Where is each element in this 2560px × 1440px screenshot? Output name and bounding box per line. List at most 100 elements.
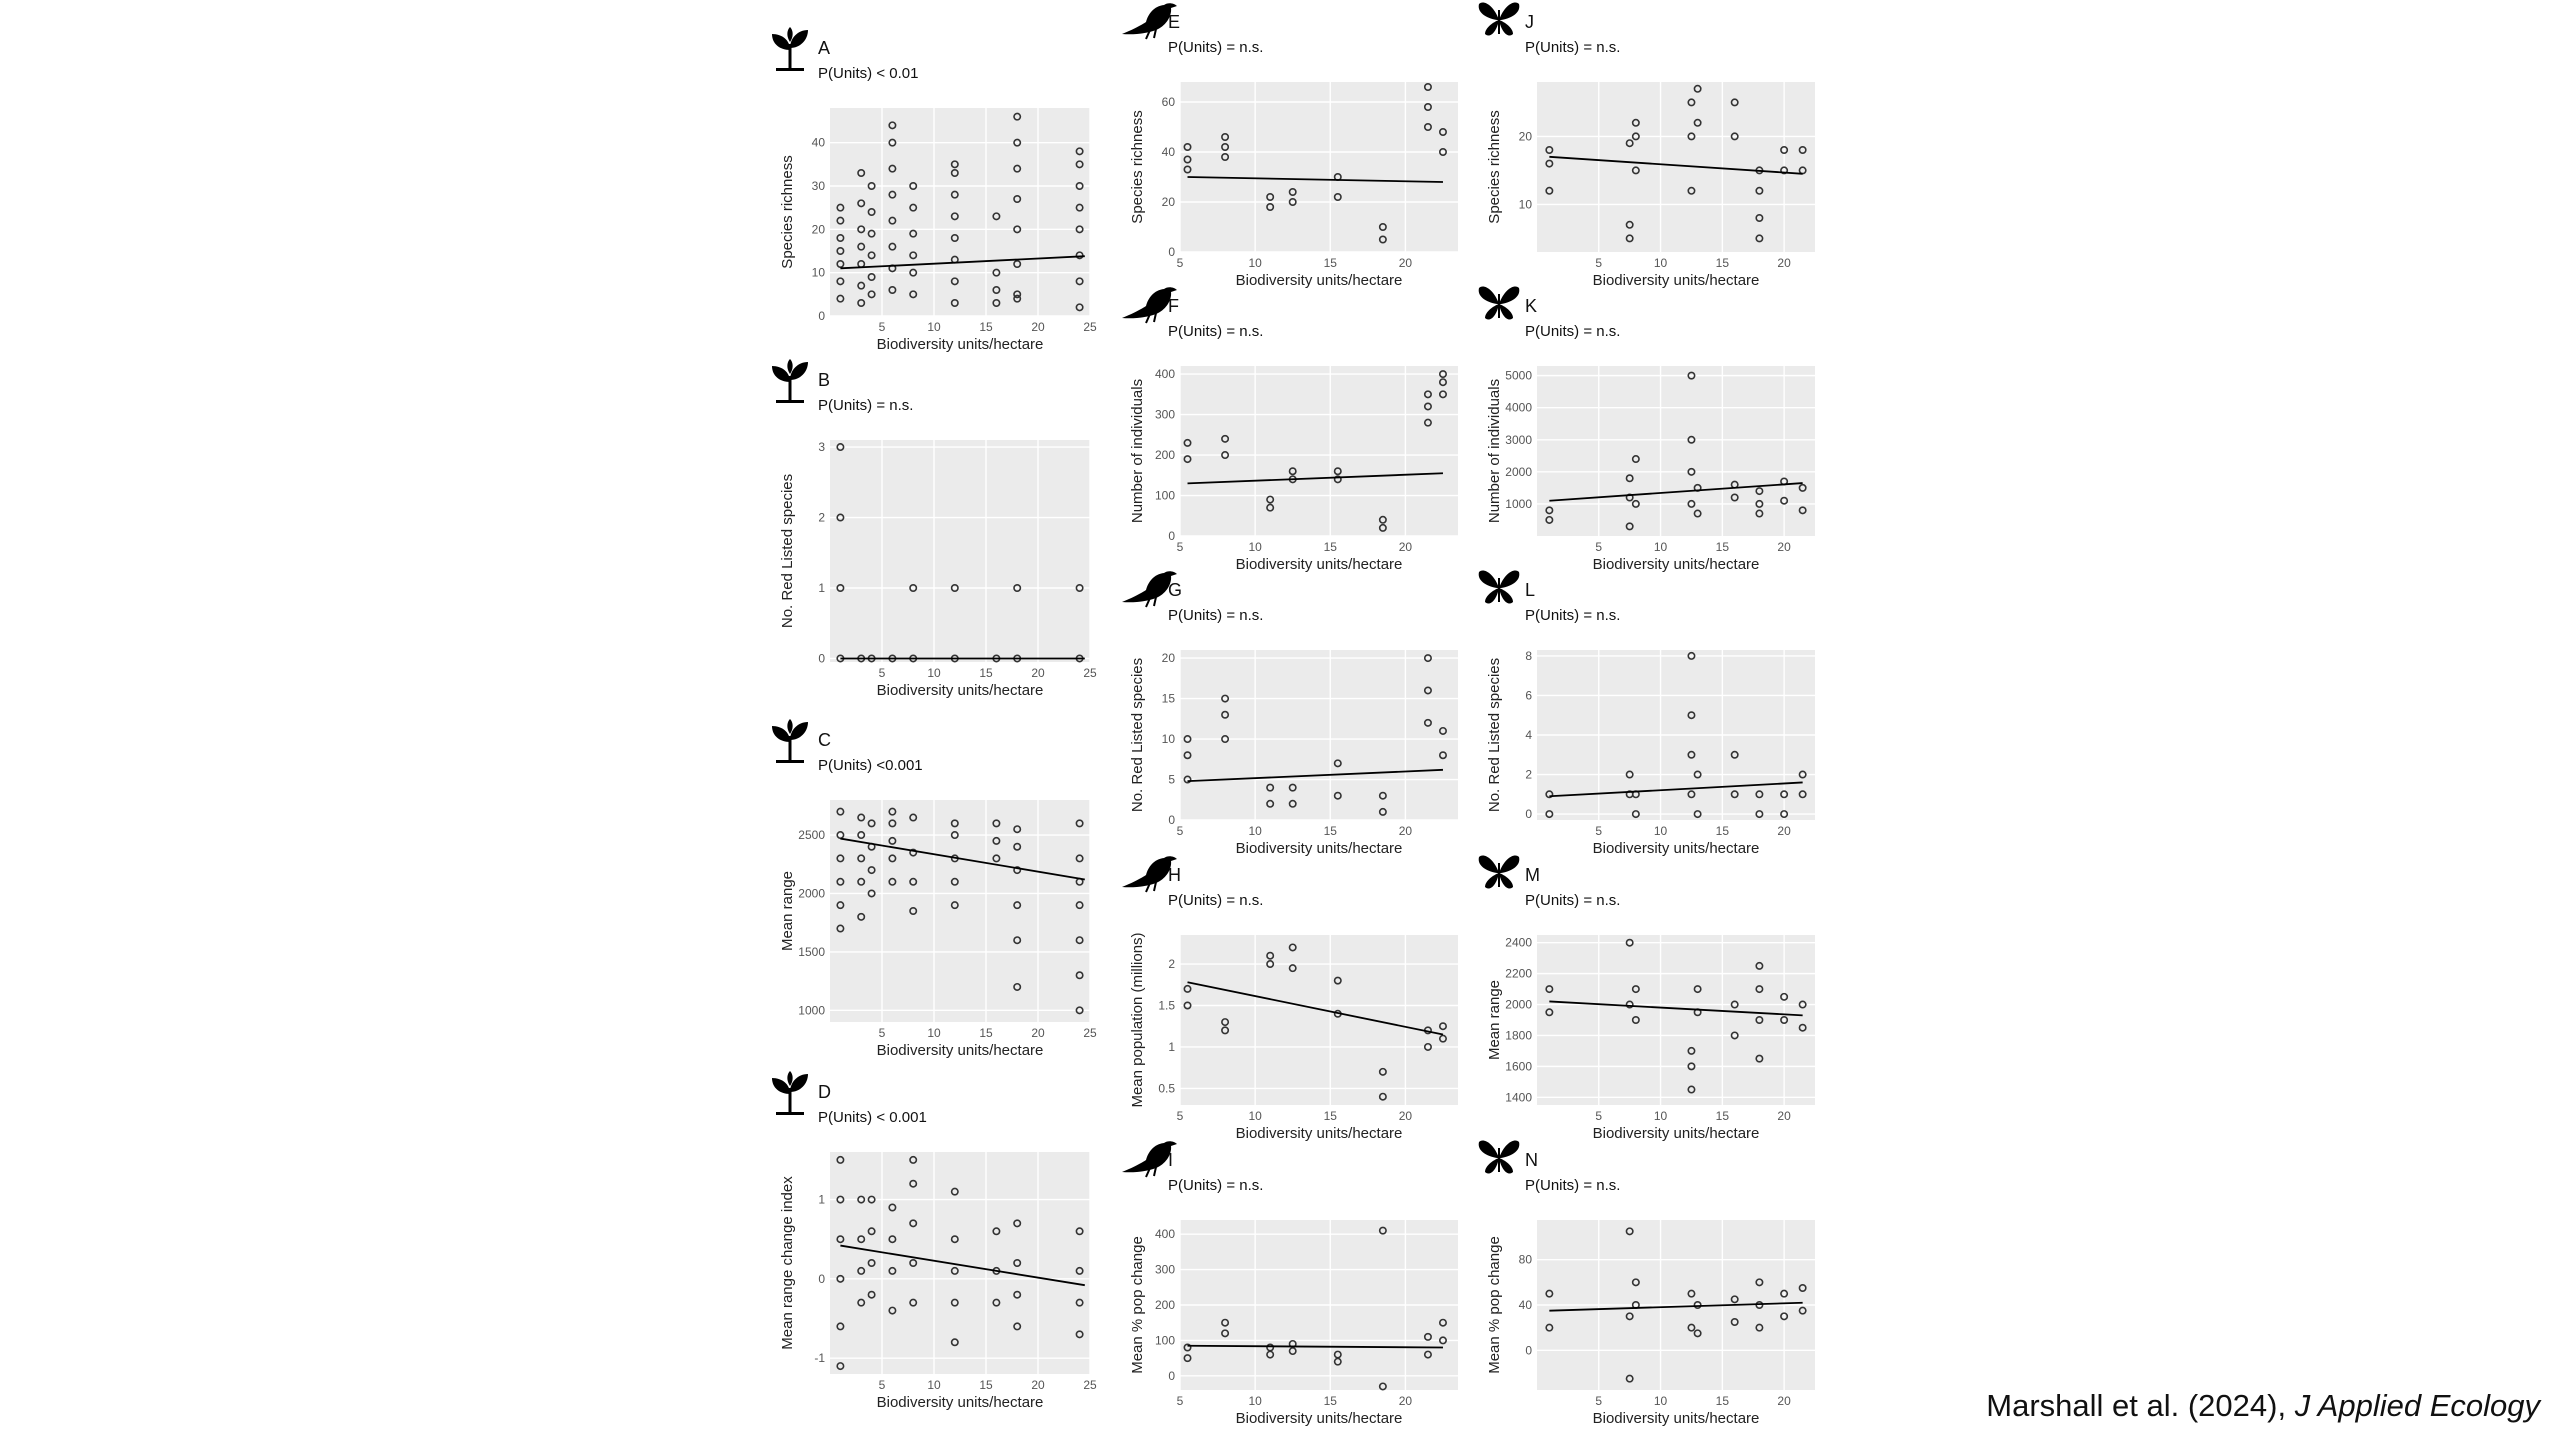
data-point bbox=[1423, 686, 1432, 695]
data-point bbox=[1780, 1289, 1789, 1298]
panel-c: 5 10 15 20 25 1000 1500 2000 2500 Biodiversity un… bbox=[770, 718, 1097, 1059]
x-axis-label: Biodiversity units/hectare bbox=[1236, 272, 1403, 289]
data-point bbox=[909, 1179, 918, 1188]
data-point bbox=[1075, 303, 1084, 312]
x-tick-label: 10 bbox=[1248, 1109, 1262, 1123]
x-tick-label: 20 bbox=[1399, 1109, 1413, 1123]
data-point bbox=[1423, 103, 1432, 112]
data-point bbox=[1221, 694, 1230, 703]
data-point bbox=[1438, 726, 1447, 735]
stat-annotation: P(Units) = n.s. bbox=[1525, 39, 1620, 56]
butterfly-icon bbox=[1478, 570, 1520, 604]
data-point bbox=[1075, 936, 1084, 945]
data-point bbox=[857, 912, 866, 921]
y-tick-label: 40 bbox=[812, 136, 826, 150]
data-point bbox=[867, 1259, 876, 1268]
panel-letter: E bbox=[1168, 12, 1180, 32]
data-point bbox=[1687, 1085, 1696, 1094]
data-point bbox=[1333, 475, 1342, 484]
data-point bbox=[1221, 434, 1230, 443]
data-point bbox=[1423, 1350, 1432, 1359]
data-point bbox=[909, 229, 918, 238]
x-tick-label: 5 bbox=[1177, 824, 1184, 838]
data-point bbox=[1266, 203, 1275, 212]
x-tick-label: 10 bbox=[1248, 824, 1262, 838]
plant-icon bbox=[770, 26, 810, 72]
data-point bbox=[888, 877, 897, 886]
data-point bbox=[1625, 522, 1634, 531]
data-point bbox=[1221, 143, 1230, 152]
panel-letter: A bbox=[818, 38, 830, 58]
data-point bbox=[909, 1219, 918, 1228]
x-tick-label: 15 bbox=[1324, 256, 1338, 270]
stat-annotation: P(Units) < 0.01 bbox=[818, 65, 918, 82]
data-point bbox=[1438, 1336, 1447, 1345]
data-point bbox=[1625, 938, 1634, 947]
plot-background bbox=[1537, 82, 1815, 252]
y-tick-label: 3000 bbox=[1505, 433, 1532, 447]
data-point bbox=[1631, 118, 1640, 127]
data-point bbox=[867, 251, 876, 260]
y-axis-label: Species richness bbox=[1129, 110, 1146, 223]
x-tick-label: 15 bbox=[979, 320, 993, 334]
panel-m: 5 10 15 20 1400 1600 1800 2000 2200 2400 Biodivers… bbox=[1478, 855, 1815, 1142]
data-point bbox=[836, 294, 845, 303]
data-point bbox=[1798, 1000, 1807, 1009]
x-axis-label: Biodiversity units/hectare bbox=[877, 1394, 1044, 1411]
x-tick-label: 5 bbox=[879, 1378, 886, 1392]
x-tick-label: 10 bbox=[1248, 256, 1262, 270]
panel-e: 5 10 15 20 0 20 40 60 Biodiversity units/hectare… bbox=[1121, 2, 1458, 289]
data-point bbox=[1423, 402, 1432, 411]
data-point bbox=[1545, 810, 1554, 819]
x-tick-label: 10 bbox=[1654, 256, 1668, 270]
data-point bbox=[1545, 1008, 1554, 1017]
data-point bbox=[1333, 791, 1342, 800]
x-tick-label: 10 bbox=[1248, 1394, 1262, 1408]
data-point bbox=[836, 1235, 845, 1244]
y-tick-label: 1 bbox=[1168, 1040, 1175, 1054]
data-point bbox=[992, 1298, 1001, 1307]
x-tick-label: 10 bbox=[927, 1378, 941, 1392]
data-point bbox=[1288, 799, 1297, 808]
stat-annotation: P(Units) = n.s. bbox=[818, 397, 913, 414]
data-point bbox=[1730, 132, 1739, 141]
y-tick-label: 10 bbox=[812, 266, 826, 280]
x-axis-label: Biodiversity units/hectare bbox=[1593, 1410, 1760, 1427]
data-point bbox=[1687, 1289, 1696, 1298]
stat-annotation: P(Units) = n.s. bbox=[1168, 892, 1263, 909]
x-tick-label: 5 bbox=[1595, 1109, 1602, 1123]
data-point bbox=[1755, 487, 1764, 496]
plant-icon bbox=[770, 358, 810, 404]
data-point bbox=[1693, 770, 1702, 779]
y-tick-label: 40 bbox=[1519, 1298, 1533, 1312]
trend-line bbox=[840, 255, 1085, 270]
data-point bbox=[1687, 499, 1696, 508]
data-point bbox=[1755, 509, 1764, 518]
data-point bbox=[950, 234, 959, 243]
x-axis-label: Biodiversity units/hectare bbox=[1593, 1125, 1760, 1142]
y-tick-label: 2000 bbox=[1505, 465, 1532, 479]
data-point bbox=[888, 164, 897, 173]
trend-line bbox=[1187, 1344, 1443, 1349]
data-point bbox=[909, 203, 918, 212]
data-point bbox=[1221, 153, 1230, 162]
y-tick-label: 100 bbox=[1155, 1333, 1175, 1347]
data-point bbox=[1013, 901, 1022, 910]
data-point bbox=[992, 285, 1001, 294]
y-tick-label: 0 bbox=[1525, 807, 1532, 821]
plant-icon bbox=[770, 1070, 810, 1116]
data-point bbox=[867, 290, 876, 299]
data-point bbox=[1013, 936, 1022, 945]
data-point bbox=[888, 138, 897, 147]
stat-annotation: P(Units) = n.s. bbox=[1525, 1177, 1620, 1194]
x-tick-label: 20 bbox=[1777, 824, 1791, 838]
x-tick-label: 20 bbox=[1777, 1394, 1791, 1408]
x-axis-label: Biodiversity units/hectare bbox=[877, 336, 1044, 353]
data-point bbox=[1625, 220, 1634, 229]
data-point bbox=[1183, 143, 1192, 152]
data-point bbox=[857, 1195, 866, 1204]
data-point bbox=[1075, 971, 1084, 980]
data-point bbox=[1687, 1323, 1696, 1332]
data-point bbox=[1221, 1026, 1230, 1035]
